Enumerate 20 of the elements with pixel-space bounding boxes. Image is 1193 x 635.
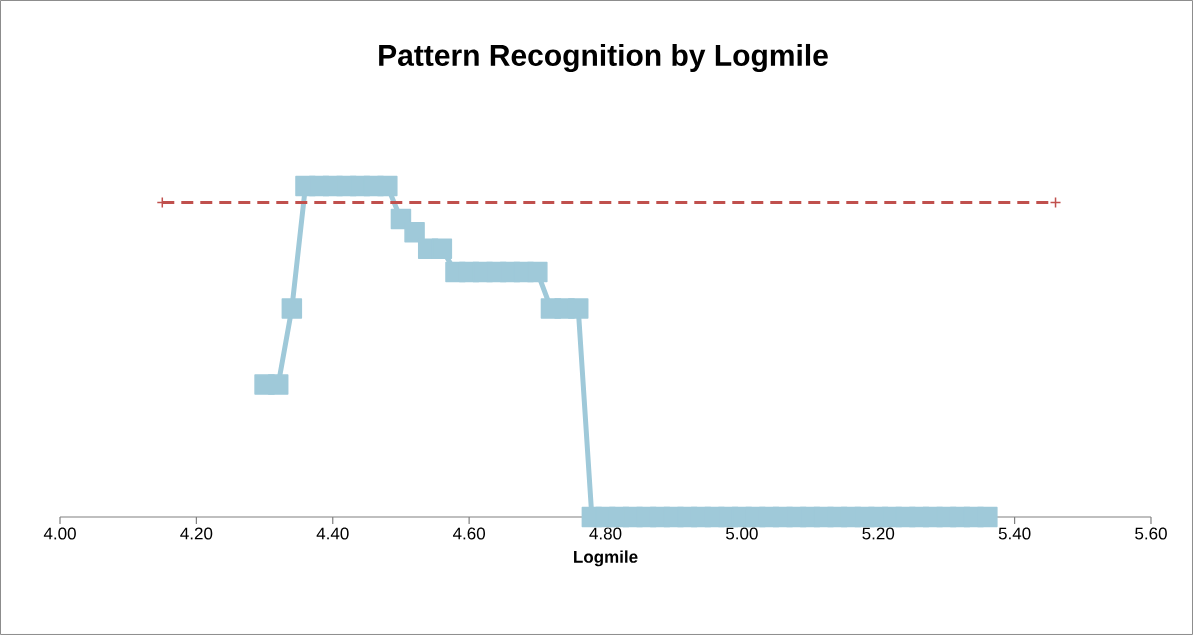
- x-tick-label: 4.80: [589, 527, 622, 540]
- point: [567, 298, 589, 319]
- point: [267, 374, 289, 395]
- x-tick-label: 4.60: [452, 527, 486, 540]
- point: [281, 298, 303, 319]
- point: [977, 506, 998, 528]
- chart-title: Pattern Recognition by Logmile: [379, 43, 828, 73]
- x-tick-label: 4.40: [316, 527, 349, 540]
- point: [1049, 196, 1062, 209]
- point: [404, 222, 425, 243]
- x-tick-label: 5.00: [726, 527, 758, 540]
- point: [431, 238, 453, 260]
- x-tick-label: 4.20: [180, 527, 213, 540]
- x-axis-title: Logmile: [574, 550, 638, 567]
- x-tick-label: 5.40: [998, 527, 1031, 540]
- x-tick-label: 5.60: [1135, 527, 1167, 540]
- x-tick-label: 4.00: [43, 527, 76, 540]
- point: [527, 261, 548, 283]
- point: [377, 175, 398, 197]
- x-tick-label: 5.20: [862, 527, 895, 540]
